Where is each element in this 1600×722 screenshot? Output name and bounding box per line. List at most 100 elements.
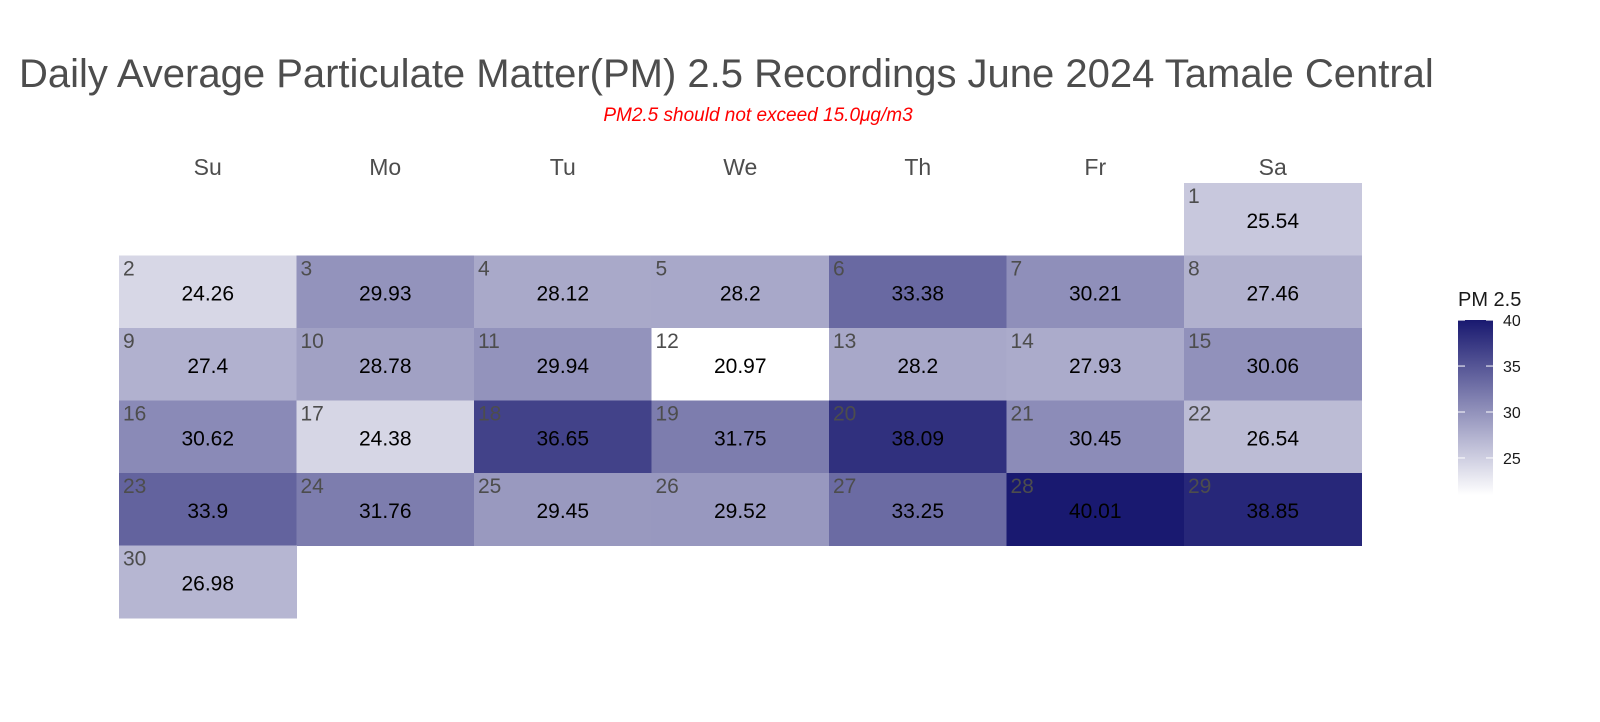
day-cell-fill bbox=[651, 328, 830, 401]
legend-tick-label: 35 bbox=[1503, 359, 1521, 376]
weekday-labels: Su Mo Tu We Th Fr Sa bbox=[194, 154, 1287, 180]
day-cell: 16 30.62 bbox=[119, 400, 297, 474]
day-value: 33.9 bbox=[187, 500, 228, 523]
chart-subtitle: PM2.5 should not exceed 15.0μg/m3 bbox=[603, 105, 913, 126]
weekday-label: Fr bbox=[1084, 154, 1106, 180]
day-cell-fill bbox=[474, 473, 652, 546]
legend-title: PM 2.5 bbox=[1458, 289, 1521, 311]
day-cell: 22 26.54 bbox=[1184, 400, 1362, 474]
day-cell: 224.26 bbox=[119, 255, 297, 329]
day-value: 24.26 bbox=[181, 283, 234, 306]
day-cell: 730.21 bbox=[1006, 255, 1185, 329]
day-value: 24.38 bbox=[359, 428, 412, 451]
day-cell-fill bbox=[119, 400, 297, 474]
day-cell-fill bbox=[119, 473, 297, 546]
day-cell: 13 28.2 bbox=[829, 328, 1007, 401]
day-value: 25.54 bbox=[1246, 210, 1299, 233]
day-cell: 24 31.76 bbox=[296, 473, 475, 546]
day-cell: 428.12 bbox=[474, 255, 652, 329]
day-value: 38.09 bbox=[891, 428, 944, 451]
day-cell: 17 24.38 bbox=[296, 400, 475, 474]
legend: PM 2.5 25 30 35 40 bbox=[1458, 289, 1521, 495]
day-number: 14 bbox=[1011, 330, 1035, 353]
day-number: 6 bbox=[833, 258, 845, 281]
day-value: 28.2 bbox=[897, 355, 938, 378]
day-cell: 30 26.98 bbox=[119, 545, 297, 619]
chart-title: Daily Average Particulate Matter(PM) 2.5… bbox=[19, 52, 1434, 96]
day-number: 17 bbox=[301, 403, 324, 426]
day-number: 3 bbox=[301, 258, 313, 281]
day-number: 21 bbox=[1011, 403, 1034, 426]
day-number: 18 bbox=[478, 403, 501, 426]
weekday-label: We bbox=[723, 154, 757, 180]
day-cell: 633.38 bbox=[829, 255, 1007, 329]
day-cell: 12 20.97 bbox=[651, 328, 830, 401]
day-number: 2 bbox=[123, 258, 135, 281]
day-number: 9 bbox=[123, 330, 135, 353]
day-number: 20 bbox=[833, 403, 856, 426]
day-number: 26 bbox=[656, 475, 679, 498]
day-value: 30.06 bbox=[1246, 355, 1299, 378]
day-cell-fill bbox=[829, 255, 1007, 329]
day-cell-fill bbox=[1006, 400, 1185, 474]
day-cell-fill bbox=[651, 255, 830, 329]
day-value: 28.2 bbox=[720, 283, 761, 306]
day-cell: 329.93 bbox=[296, 255, 475, 329]
day-value: 33.38 bbox=[891, 283, 944, 306]
day-cell-fill bbox=[119, 328, 297, 401]
day-cell-fill bbox=[651, 473, 830, 546]
legend-ticks: 25 30 35 40 bbox=[1458, 313, 1521, 468]
day-cell-fill bbox=[829, 328, 1007, 401]
day-value: 36.65 bbox=[536, 428, 589, 451]
day-cell-fill bbox=[474, 255, 652, 329]
day-cell: 11 29.94 bbox=[474, 328, 652, 401]
day-cell-fill bbox=[829, 473, 1007, 546]
legend-tick-label: 40 bbox=[1503, 313, 1521, 330]
day-cell: 18 36.65 bbox=[474, 400, 652, 474]
day-number: 15 bbox=[1188, 330, 1211, 353]
day-value: 31.76 bbox=[359, 500, 412, 523]
day-value: 20.97 bbox=[714, 355, 767, 378]
weekday-label: Th bbox=[904, 154, 931, 180]
day-value: 27.4 bbox=[187, 355, 228, 378]
day-cell: 26 29.52 bbox=[651, 473, 830, 546]
day-value: 40.01 bbox=[1069, 500, 1122, 523]
day-value: 31.75 bbox=[714, 428, 767, 451]
day-number: 30 bbox=[123, 548, 146, 571]
day-cell: 827.46 bbox=[1184, 255, 1362, 329]
day-cell: 28 40.01 bbox=[1006, 473, 1185, 546]
day-number: 13 bbox=[833, 330, 856, 353]
day-cell-fill bbox=[1184, 473, 1362, 546]
day-number: 25 bbox=[478, 475, 501, 498]
day-cell: 15 30.06 bbox=[1184, 328, 1362, 401]
day-value: 29.94 bbox=[536, 355, 589, 378]
day-cell-fill bbox=[296, 473, 475, 546]
day-cell-fill bbox=[1006, 255, 1185, 329]
day-value: 29.52 bbox=[714, 500, 767, 523]
day-cell-fill bbox=[1184, 400, 1362, 474]
day-cell-fill bbox=[296, 400, 475, 474]
day-number: 5 bbox=[656, 258, 668, 281]
day-cell-fill bbox=[119, 545, 297, 619]
day-cell-fill bbox=[119, 255, 297, 329]
day-value: 29.45 bbox=[536, 500, 589, 523]
legend-tick-label: 30 bbox=[1503, 405, 1521, 422]
day-number: 1 bbox=[1188, 185, 1200, 208]
weekday-label: Tu bbox=[550, 154, 576, 180]
day-cell-fill bbox=[1006, 473, 1185, 546]
day-number: 16 bbox=[123, 403, 146, 426]
day-value: 30.62 bbox=[181, 428, 234, 451]
day-number: 23 bbox=[123, 475, 146, 498]
weekday-label: Sa bbox=[1259, 154, 1287, 180]
day-cell: 14 27.93 bbox=[1006, 328, 1185, 401]
day-cell: 10 28.78 bbox=[296, 328, 475, 401]
day-value: 30.21 bbox=[1069, 283, 1122, 306]
weekday-label: Su bbox=[194, 154, 222, 180]
day-cell: 20 38.09 bbox=[829, 400, 1007, 474]
day-number: 19 bbox=[656, 403, 679, 426]
day-cell-fill bbox=[1184, 183, 1362, 256]
day-cell: 23 33.9 bbox=[119, 473, 297, 546]
day-number: 11 bbox=[478, 330, 500, 353]
day-number: 4 bbox=[478, 258, 490, 281]
